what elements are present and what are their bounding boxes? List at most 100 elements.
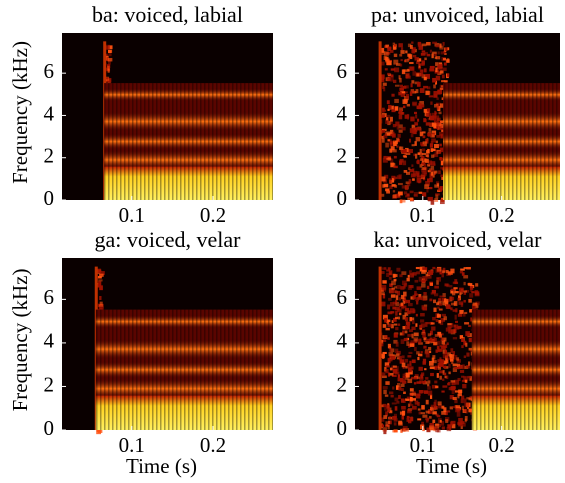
noise-speck bbox=[403, 69, 408, 72]
noise-speck bbox=[444, 375, 447, 379]
noise-speck bbox=[98, 279, 103, 282]
noise-speck bbox=[396, 357, 401, 360]
noise-speck bbox=[393, 323, 398, 326]
noise-speck bbox=[382, 427, 388, 432]
noise-speck bbox=[433, 367, 438, 370]
noise-speck bbox=[400, 84, 404, 88]
noise-speck bbox=[420, 173, 426, 177]
noise-speck bbox=[437, 331, 442, 335]
noise-speck bbox=[475, 308, 479, 311]
noise-speck bbox=[414, 56, 419, 61]
noise-speck bbox=[446, 58, 450, 63]
noise-speck bbox=[437, 300, 442, 305]
noise-speck bbox=[408, 66, 414, 70]
noise-speck bbox=[444, 411, 448, 416]
noise-speck bbox=[436, 122, 442, 127]
noise-speck bbox=[404, 58, 409, 63]
noise-speck bbox=[417, 338, 422, 344]
noise-speck bbox=[451, 424, 456, 429]
noise-speck bbox=[465, 331, 470, 337]
noise-speck bbox=[438, 334, 442, 338]
noise-speck bbox=[381, 51, 386, 56]
noise-speck bbox=[427, 117, 430, 121]
noise-speck bbox=[434, 399, 437, 405]
noise-speck bbox=[471, 291, 475, 294]
noise-speck bbox=[430, 141, 434, 146]
noise-speck bbox=[437, 349, 443, 352]
noise-speck bbox=[392, 355, 395, 358]
noise-speck bbox=[428, 270, 434, 275]
noise-speck bbox=[439, 103, 445, 108]
noise-speck bbox=[425, 154, 429, 158]
noise-speck bbox=[382, 324, 387, 328]
noise-speck bbox=[409, 399, 412, 405]
noise-speck bbox=[401, 148, 407, 154]
noise-speck bbox=[393, 333, 398, 338]
y-tick-label: 6 bbox=[44, 59, 55, 83]
noise-speck bbox=[393, 46, 396, 51]
noise-speck bbox=[415, 114, 418, 119]
noise-speck bbox=[441, 340, 446, 345]
noise-speck bbox=[385, 119, 389, 125]
noise-speck bbox=[430, 165, 435, 171]
noise-speck bbox=[384, 394, 389, 397]
noise-speck bbox=[380, 74, 385, 79]
noise-speck bbox=[389, 148, 392, 153]
noise-speck bbox=[414, 374, 419, 377]
noise-speck bbox=[462, 398, 467, 404]
noise-speck bbox=[463, 281, 466, 286]
noise-speck bbox=[390, 355, 396, 360]
noise-speck bbox=[388, 410, 393, 414]
noise-speck bbox=[390, 294, 396, 298]
noise-speck bbox=[468, 338, 472, 343]
noise-speck bbox=[420, 424, 425, 430]
noise-speck bbox=[435, 62, 439, 67]
x-tick-label: 0.2 bbox=[489, 433, 515, 457]
noise-speck bbox=[416, 351, 420, 355]
noise-speck bbox=[401, 305, 407, 309]
noise-speck bbox=[418, 276, 423, 282]
noise-speck bbox=[437, 404, 442, 409]
noise-speck bbox=[423, 85, 428, 89]
noise-speck bbox=[432, 411, 437, 415]
noise-speck bbox=[426, 41, 431, 46]
noise-speck bbox=[434, 104, 439, 108]
noise-speck bbox=[107, 68, 110, 73]
noise-speck bbox=[436, 97, 439, 100]
noise-speck bbox=[436, 302, 440, 306]
noise-speck bbox=[452, 406, 456, 409]
noise-speck bbox=[405, 75, 411, 79]
noise-speck bbox=[405, 365, 408, 369]
noise-speck bbox=[397, 191, 403, 196]
noise-speck bbox=[382, 280, 387, 284]
noise-speck bbox=[422, 135, 426, 139]
noise-speck bbox=[463, 408, 467, 413]
noise-speck bbox=[392, 273, 396, 278]
noise-speck bbox=[444, 350, 448, 355]
noise-speck bbox=[107, 65, 110, 71]
x-tick-label: 0.1 bbox=[119, 433, 145, 457]
noise-speck bbox=[425, 73, 430, 79]
noise-speck bbox=[439, 87, 445, 90]
noise-speck bbox=[407, 355, 412, 358]
noise-speck bbox=[410, 311, 415, 314]
onset bbox=[378, 41, 382, 200]
noise-speck bbox=[391, 320, 394, 324]
noise-speck bbox=[439, 320, 444, 326]
noise-speck bbox=[435, 349, 438, 353]
noise-speck bbox=[406, 341, 410, 346]
noise-speck bbox=[433, 84, 436, 89]
noise-speck bbox=[459, 290, 462, 296]
noise-speck bbox=[427, 178, 430, 183]
noise-speck bbox=[441, 411, 446, 415]
noise-speck bbox=[391, 163, 396, 167]
noise-speck bbox=[425, 418, 430, 421]
noise-speck bbox=[465, 376, 469, 381]
noise-speck bbox=[441, 337, 447, 342]
noise-speck bbox=[460, 421, 465, 425]
noise-speck bbox=[387, 323, 392, 328]
noise-speck bbox=[391, 374, 397, 377]
noise-speck bbox=[423, 390, 429, 394]
noise-speck bbox=[385, 327, 390, 331]
